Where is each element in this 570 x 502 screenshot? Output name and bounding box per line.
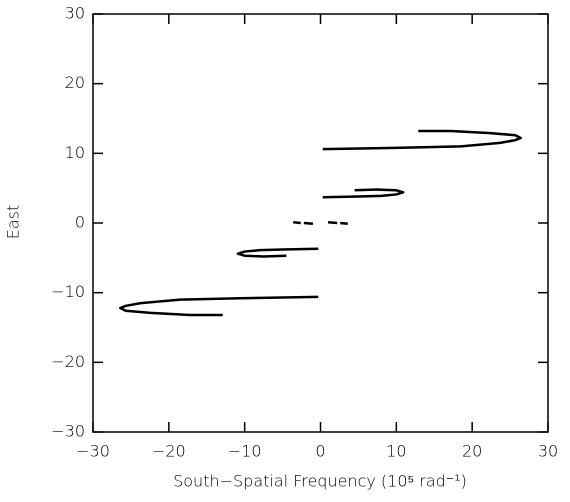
x-tick-label: 10 [386,442,406,461]
x-tick-label: 20 [462,442,482,461]
plot-frame [92,13,549,433]
uv-track [322,129,522,151]
x-tick-label: −20 [152,442,186,461]
uv-track [293,221,348,225]
x-tick-label: 30 [538,442,558,461]
y-tick-label: −30 [51,422,85,441]
x-tick-label: 0 [315,442,325,461]
x-tick-label: −10 [228,442,262,461]
x-axis-label: South−Spatial Frequency (10⁵ rad⁻¹) [173,472,467,491]
uv-track [236,247,319,258]
y-tick-label: 0 [75,213,85,232]
x-tick-label: −30 [76,442,110,461]
y-axis-label: East [4,205,23,240]
y-tick-label: −20 [51,352,85,371]
uv-track [322,188,405,199]
y-tick-label: 20 [65,73,85,92]
y-tick-label: 30 [65,4,85,23]
y-tick-label: −10 [51,282,85,301]
y-tick-label: 10 [65,143,85,162]
uv-track [119,295,319,317]
